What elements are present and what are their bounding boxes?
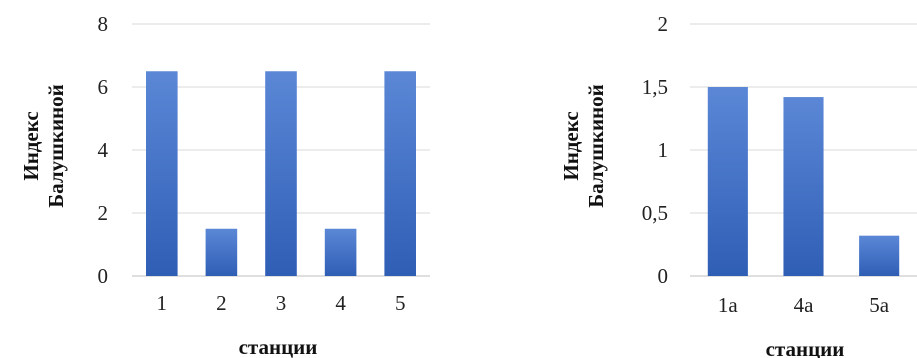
chart-2-x-ticks: 1a 4a 5a xyxy=(718,293,890,317)
chart-1-y-ticks: 0 2 4 6 8 xyxy=(98,12,109,288)
bar xyxy=(324,228,357,276)
bar xyxy=(859,235,900,276)
y-tick-label: 2 xyxy=(98,201,109,225)
bar xyxy=(707,87,748,276)
bar xyxy=(265,71,297,276)
y-tick-label: 0 xyxy=(658,264,669,288)
y-tick-label: 0 xyxy=(98,264,109,288)
chart-2-y-axis-title: Индекс Балушкиной xyxy=(559,84,608,207)
x-tick-label: 4 xyxy=(335,291,346,315)
x-tick-label: 4a xyxy=(794,293,815,317)
bar xyxy=(146,71,178,276)
chart-2-bars xyxy=(707,87,900,276)
chart-1-x-ticks: 1 2 3 4 5 xyxy=(157,291,406,315)
y-tick-label: 6 xyxy=(98,75,109,99)
bar xyxy=(384,71,416,276)
chart-1-y-axis-title-line-2: Балушкиной xyxy=(44,84,68,207)
x-tick-label: 5a xyxy=(869,293,890,317)
y-tick-label: 1,5 xyxy=(642,75,668,99)
chart-1-x-axis-title: станции xyxy=(239,335,318,358)
chart-2-y-axis-title-line-2: Балушкиной xyxy=(584,84,608,207)
chart-1-y-axis-title: Индекс Балушкиной xyxy=(19,84,68,207)
x-tick-label: 5 xyxy=(395,291,406,315)
chart-2-y-ticks: 0 0,5 1 1,5 2 xyxy=(642,12,668,288)
y-tick-label: 0,5 xyxy=(642,201,668,225)
chart-2-x-axis-title: станции xyxy=(766,337,845,358)
x-tick-label: 2 xyxy=(216,291,227,315)
bar xyxy=(205,228,238,276)
y-tick-label: 4 xyxy=(98,138,109,162)
chart-1-y-axis-title-line-1: Индекс xyxy=(19,111,43,180)
y-tick-label: 1 xyxy=(658,138,669,162)
y-tick-label: 2 xyxy=(658,12,669,36)
x-tick-label: 1 xyxy=(157,291,168,315)
chart-2: 0 0,5 1 1,5 2 1a 4a 5a станции Индекс Балушкин… xyxy=(559,12,917,358)
x-tick-label: 1a xyxy=(718,293,739,317)
x-tick-label: 3 xyxy=(276,291,287,315)
chart-1-bars xyxy=(146,71,416,276)
y-tick-label: 8 xyxy=(98,12,109,36)
chart-2-y-axis-title-line-1: Индекс xyxy=(559,111,583,180)
chart-1: 0 2 4 6 8 1 2 3 4 5 станции Индекс Балушкиной xyxy=(19,12,430,358)
bar xyxy=(783,97,824,276)
